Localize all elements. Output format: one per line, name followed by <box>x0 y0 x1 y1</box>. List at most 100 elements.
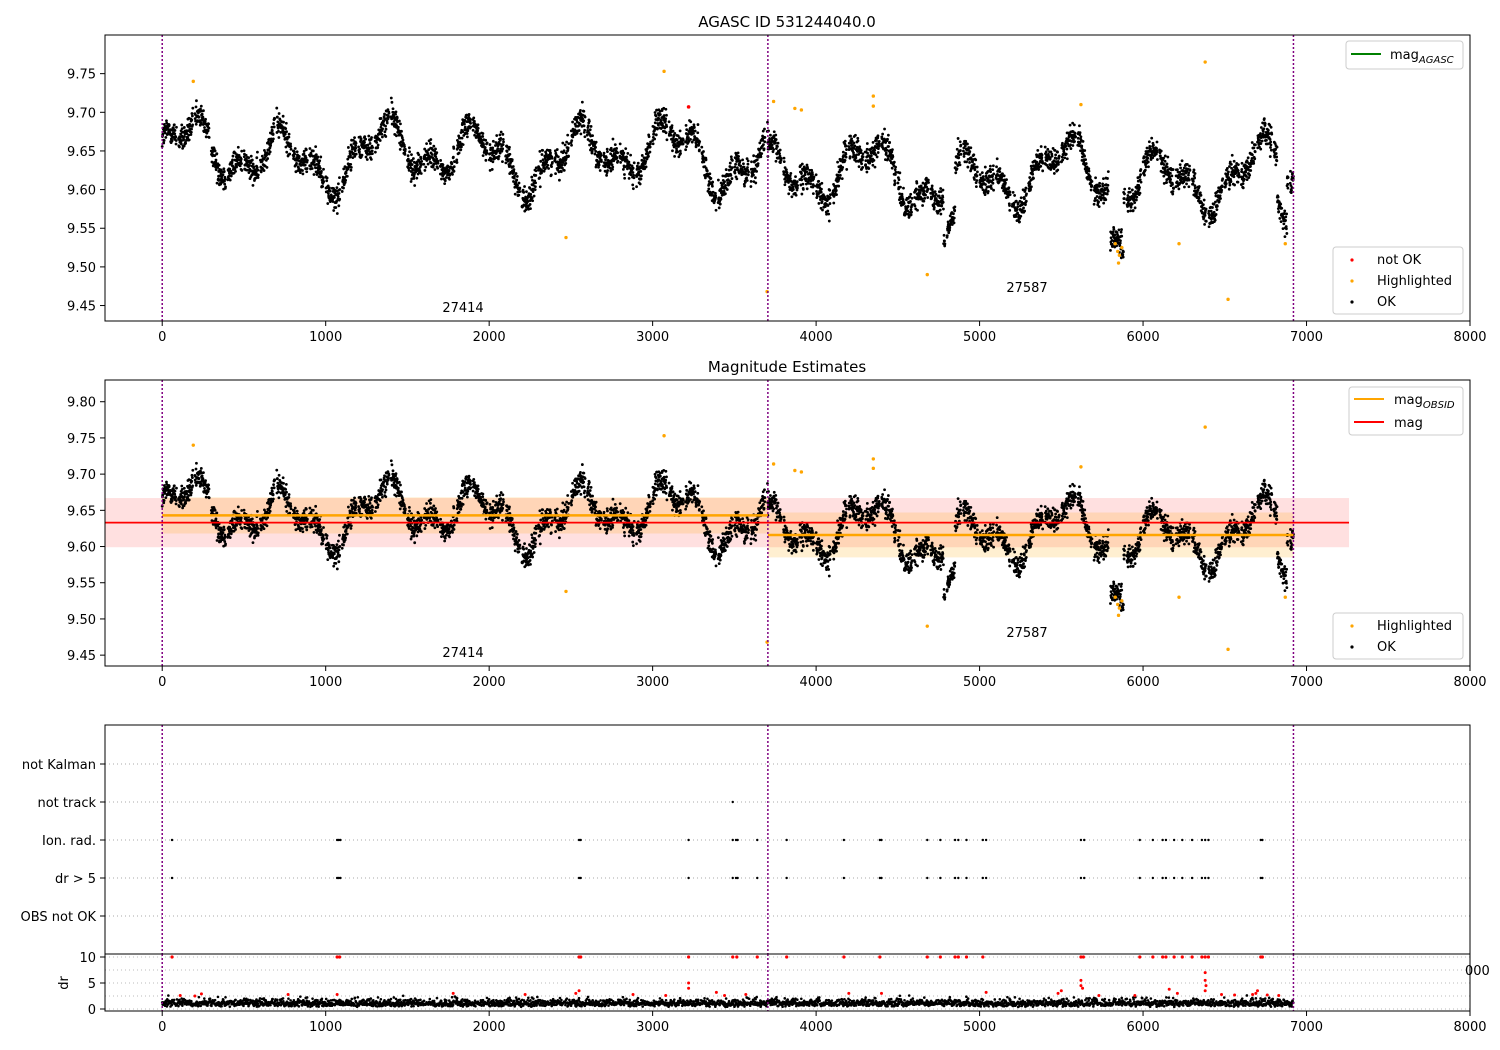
ok-point <box>930 184 934 188</box>
ok-point <box>256 150 259 154</box>
ok-point <box>858 145 862 149</box>
ok-point <box>1056 168 1060 172</box>
ok-point <box>162 499 166 502</box>
ok-point <box>700 152 704 156</box>
ok-point <box>654 133 658 137</box>
ok-point <box>565 140 569 144</box>
ok-point <box>1022 206 1025 210</box>
ok-point <box>293 152 297 156</box>
ok-point <box>840 177 844 180</box>
ok-point <box>556 155 560 159</box>
ok-point <box>974 185 978 189</box>
legend-not-ok-label: not OK <box>1377 253 1422 268</box>
ok-point <box>203 486 206 490</box>
ok-point <box>647 154 650 158</box>
ok-point <box>852 141 856 145</box>
ok-point <box>965 160 968 164</box>
ok-point <box>1203 214 1207 217</box>
ok-point <box>492 154 496 158</box>
ok-point <box>1088 175 1092 179</box>
ok-point <box>533 188 537 192</box>
ok-point <box>1274 163 1278 167</box>
ok-point <box>865 147 869 151</box>
ok-point <box>832 201 836 205</box>
ok-point <box>902 202 906 205</box>
ok-point <box>370 149 374 153</box>
ok-point <box>639 170 643 173</box>
ok-point <box>1031 172 1035 176</box>
highlighted-point <box>925 272 929 277</box>
ok-point <box>488 143 492 146</box>
ok-point <box>173 489 177 493</box>
ok-point <box>845 148 848 151</box>
ok-point <box>1148 145 1152 148</box>
ok-point <box>164 136 168 139</box>
panel1-x-tick-label: 5000 <box>963 330 996 345</box>
ok-point <box>1123 192 1126 196</box>
ok-point <box>494 144 497 147</box>
ok-point <box>460 145 463 149</box>
ok-point <box>483 146 487 150</box>
ok-point <box>1286 182 1290 186</box>
ok-point <box>1168 171 1172 175</box>
ok-point <box>1259 142 1263 145</box>
highlighted-point <box>1079 102 1083 107</box>
ok-point <box>240 169 244 172</box>
ok-point <box>958 140 962 144</box>
ok-point <box>966 165 970 169</box>
ok-point <box>379 117 383 120</box>
ok-point <box>943 242 947 246</box>
ok-point <box>207 136 211 139</box>
ok-point <box>1274 152 1278 155</box>
ok-point <box>678 149 682 153</box>
ok-point <box>432 144 436 148</box>
ok-point <box>403 152 407 156</box>
ok-point <box>860 162 864 166</box>
ok-point <box>265 165 269 169</box>
ok-point <box>406 154 410 158</box>
ok-point <box>1040 156 1044 159</box>
panel1-title: AGASC ID 531244040.0 <box>698 13 876 31</box>
ok-point <box>216 166 220 169</box>
ok-point <box>1170 174 1174 178</box>
ok-point <box>1156 158 1159 161</box>
ok-point <box>696 123 700 126</box>
ok-point <box>242 155 246 159</box>
ok-point <box>1269 143 1273 147</box>
ok-point <box>932 206 936 209</box>
ok-point <box>434 155 438 159</box>
panel1-obsid-label-1: 27414 <box>442 301 483 316</box>
ok-point <box>222 167 226 171</box>
ok-point <box>845 168 849 171</box>
ok-point <box>321 176 325 180</box>
ok-point <box>170 139 174 143</box>
ok-point <box>698 140 702 144</box>
ok-point <box>363 135 367 139</box>
ok-point <box>709 176 713 180</box>
ok-point <box>376 143 380 147</box>
ok-point <box>302 152 306 156</box>
ok-point <box>665 138 669 142</box>
ok-point <box>795 180 799 184</box>
ok-point <box>711 180 715 184</box>
ok-point <box>190 488 193 492</box>
ok-point <box>287 132 291 136</box>
ok-point <box>1036 148 1040 152</box>
ok-point <box>207 122 210 126</box>
ok-point <box>902 186 905 190</box>
panel1-y-tick-label: 9.75 <box>67 68 96 83</box>
ok-point <box>181 146 185 150</box>
ok-point <box>774 133 778 137</box>
ok-point <box>1037 168 1041 172</box>
ok-point <box>631 171 635 174</box>
ok-point <box>342 167 346 171</box>
ok-point <box>719 197 723 201</box>
panel1-x-tick-label: 4000 <box>800 330 833 345</box>
panel1-overlay <box>161 35 1295 321</box>
ok-point <box>183 495 186 499</box>
ok-point <box>1102 177 1105 181</box>
ok-point <box>1054 153 1058 157</box>
ok-point <box>1221 185 1224 189</box>
ok-point <box>611 167 614 171</box>
ok-point <box>1220 188 1224 192</box>
